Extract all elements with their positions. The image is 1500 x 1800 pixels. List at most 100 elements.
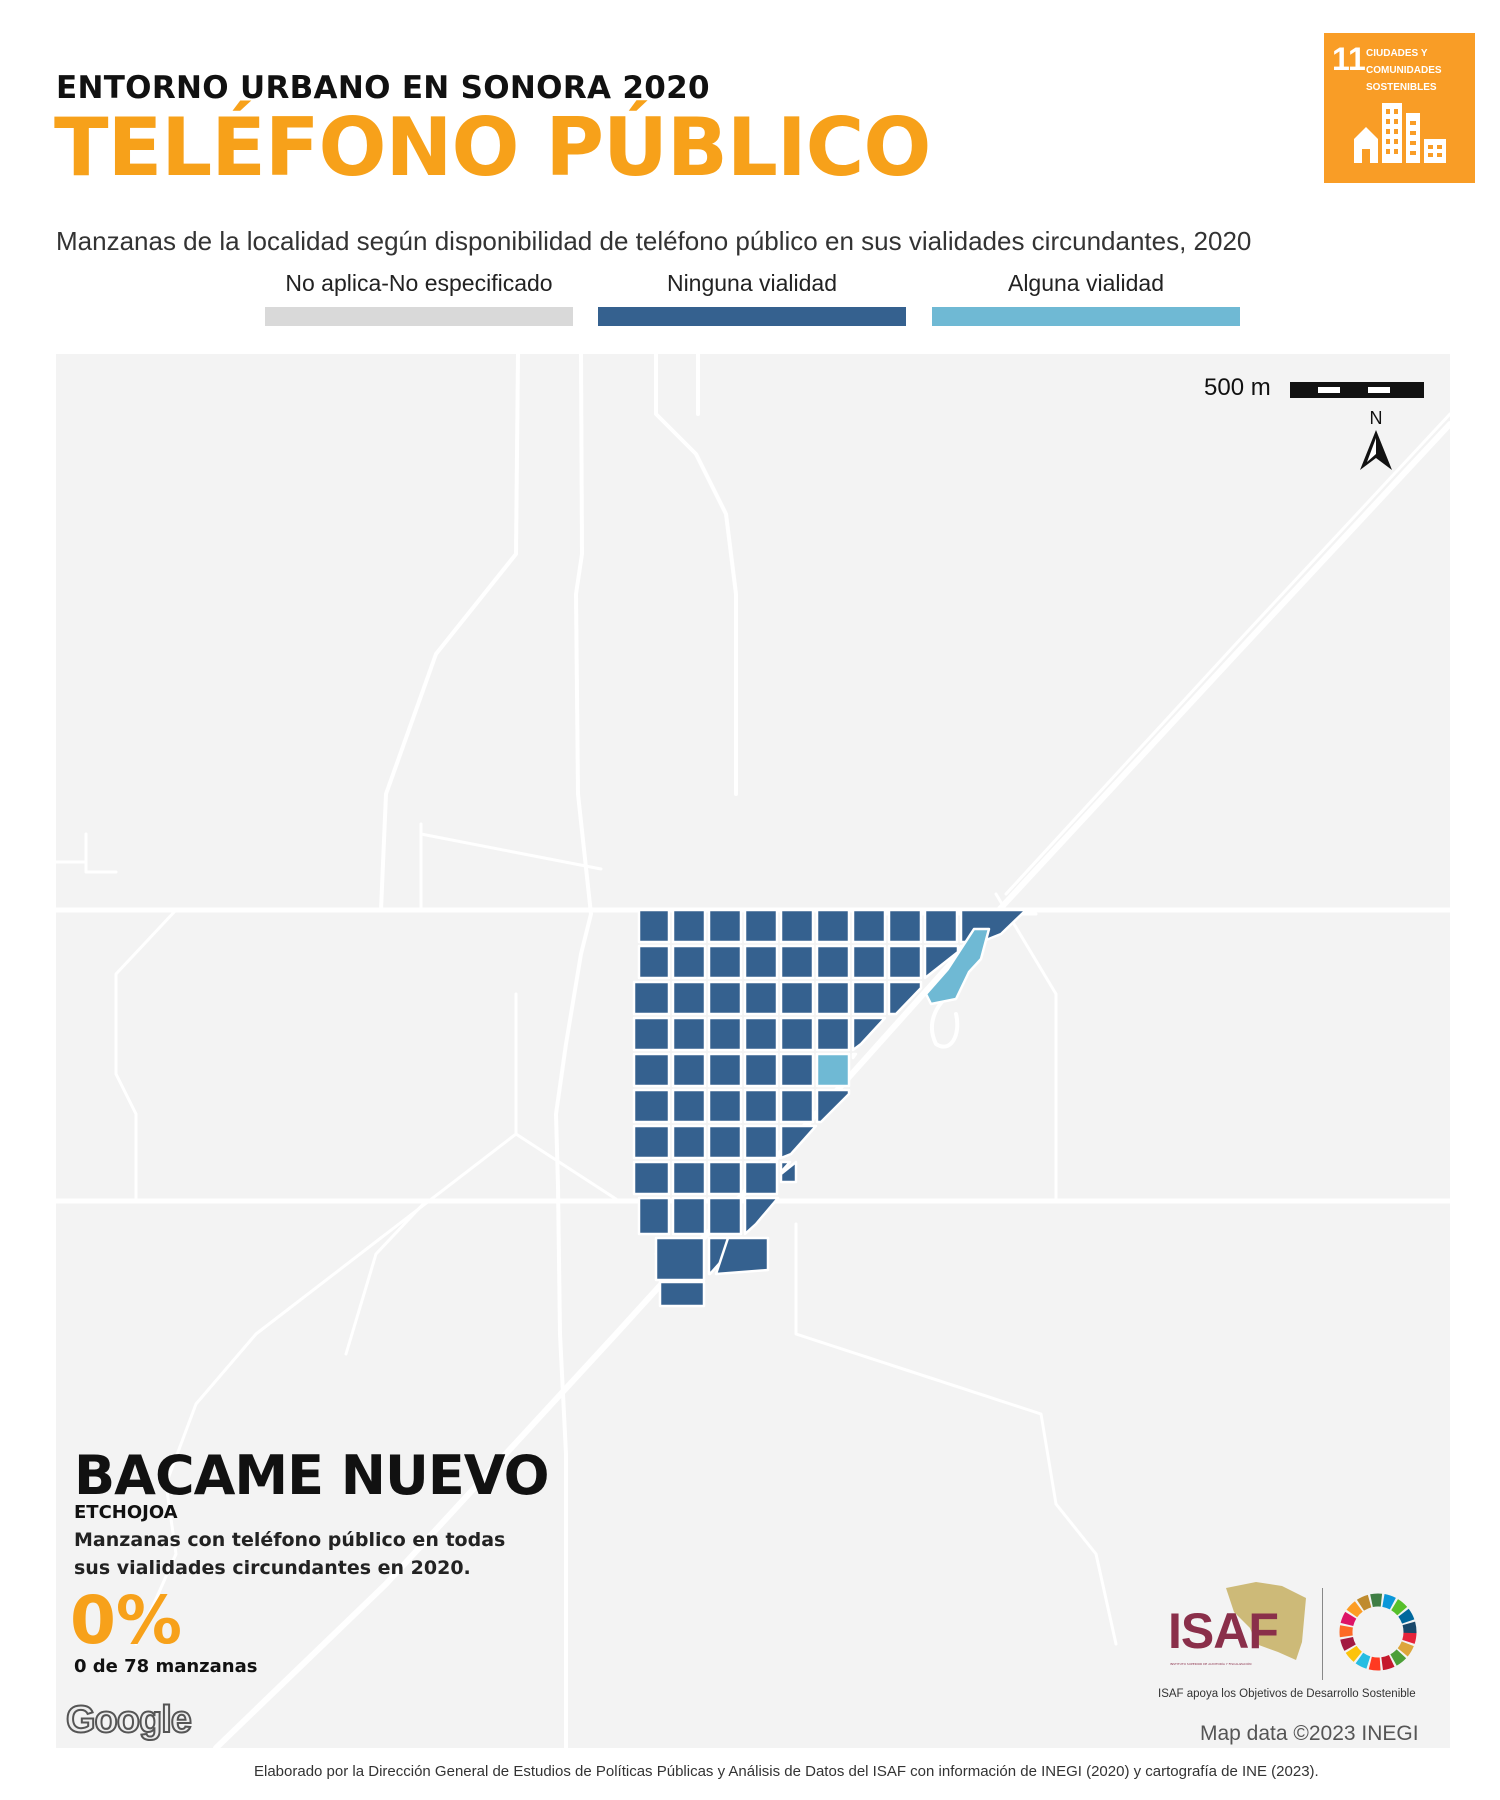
block	[671, 1196, 707, 1236]
block	[671, 1016, 707, 1052]
map-credit: Map data ©2023 INEGI	[1200, 1722, 1419, 1745]
block	[779, 1124, 818, 1160]
road	[379, 354, 520, 912]
block	[637, 1196, 671, 1236]
locality-name: BACAME NUEVO	[74, 1444, 549, 1507]
road	[84, 832, 118, 874]
road	[554, 354, 593, 1748]
footer-credit: Elaborado por la Dirección General de Es…	[254, 1763, 1319, 1780]
block	[707, 1124, 743, 1160]
block	[851, 1052, 858, 1060]
legend-label-ninguna: Ninguna vialidad	[666, 270, 838, 296]
block	[671, 944, 707, 980]
sdg-number: 11	[1332, 41, 1366, 77]
municipality-name: ETCHOJOA	[74, 1502, 178, 1523]
isaf-subtitle: INSTITUTO SUPERIOR DE AUDITORÍA Y FISCAL…	[1170, 1662, 1252, 1666]
scale-bar	[1290, 382, 1424, 398]
map-canvas	[56, 354, 1450, 1748]
north-label: N	[1370, 408, 1383, 428]
block	[632, 1124, 671, 1160]
block	[851, 944, 887, 980]
block	[707, 1196, 743, 1236]
block	[658, 1280, 706, 1308]
google-logo: Google	[65, 1698, 193, 1742]
block	[779, 944, 815, 980]
map-subtitle: Manzanas de la localidad según disponibi…	[56, 226, 1252, 256]
block	[637, 944, 671, 980]
sonora-map-icon	[1226, 1582, 1306, 1660]
block	[707, 1088, 743, 1124]
block	[707, 1016, 743, 1052]
isaf-name: ISAF	[1168, 1603, 1279, 1659]
isaf-divider	[1322, 1588, 1323, 1680]
road	[654, 354, 738, 796]
block	[887, 980, 923, 1016]
city-buildings-icon	[1354, 103, 1446, 163]
block	[815, 1052, 851, 1088]
legend-swatch-alguna	[932, 307, 1240, 326]
block	[815, 980, 851, 1016]
block	[743, 1052, 779, 1088]
block	[779, 1052, 815, 1088]
block	[815, 908, 851, 944]
road	[514, 1132, 618, 1201]
block	[743, 980, 779, 1016]
block	[743, 944, 779, 980]
stat-description: Manzanas con teléfono público en todas s…	[74, 1529, 506, 1579]
road	[114, 908, 178, 1203]
road	[419, 832, 603, 871]
block	[671, 980, 707, 1016]
road	[794, 1222, 1118, 1646]
scale-label: 500 m	[1204, 374, 1271, 401]
block	[632, 1052, 671, 1088]
block	[779, 1016, 815, 1052]
sdg-11-badge: 11 CIUDADES Y COMUNIDADES SOSTENIBLES	[1324, 33, 1475, 183]
block	[851, 1016, 887, 1052]
isaf-tagline: ISAF apoya los Objetivos de Desarrollo S…	[1158, 1688, 1416, 1700]
road	[134, 1132, 518, 1646]
road	[994, 892, 1058, 1203]
block	[815, 1088, 851, 1124]
block	[815, 944, 851, 980]
block	[743, 1124, 779, 1160]
block	[924, 927, 991, 1006]
block	[671, 1088, 707, 1124]
north-arrow-icon: N	[1360, 408, 1392, 470]
block	[632, 980, 671, 1016]
legend-label-alguna: Alguna vialidad	[1007, 270, 1164, 296]
block	[714, 1236, 770, 1276]
block	[743, 1088, 779, 1124]
block	[815, 1016, 851, 1052]
block	[851, 908, 887, 944]
block	[779, 980, 815, 1016]
block	[779, 908, 815, 944]
block	[887, 944, 923, 980]
block	[779, 1160, 792, 1174]
map-panel[interactable]: 500 m N BACAME NUEVO ETCHOJOA Manzanas c…	[56, 354, 1450, 1748]
block	[671, 908, 707, 944]
stat-count: 0 de 78 manzanas	[74, 1656, 258, 1677]
block	[887, 908, 923, 944]
stat-value: 0%	[70, 1582, 183, 1659]
road	[930, 992, 960, 1049]
legend-label-no-aplica: No aplica-No especificado	[285, 270, 553, 296]
block	[671, 1124, 707, 1160]
block	[707, 980, 743, 1016]
road	[1004, 412, 1450, 896]
block	[743, 1160, 779, 1196]
blocks-layer	[632, 908, 1028, 1308]
supertitle: ENTORNO URBANO EN SONORA 2020	[56, 70, 710, 106]
isaf-logo-block: ISAF INSTITUTO SUPERIOR DE AUDITORÍA Y F…	[1156, 1582, 1446, 1702]
block	[779, 1160, 798, 1184]
legend-swatch-no-aplica	[265, 307, 573, 326]
block	[632, 1088, 671, 1124]
road	[344, 1199, 428, 1356]
block	[671, 1160, 707, 1196]
block	[654, 1236, 706, 1282]
block	[707, 944, 743, 980]
block	[743, 1196, 780, 1236]
block	[707, 908, 743, 944]
block	[632, 1016, 671, 1052]
sdg-wheel-icon	[1339, 1593, 1417, 1671]
block	[707, 1160, 743, 1196]
